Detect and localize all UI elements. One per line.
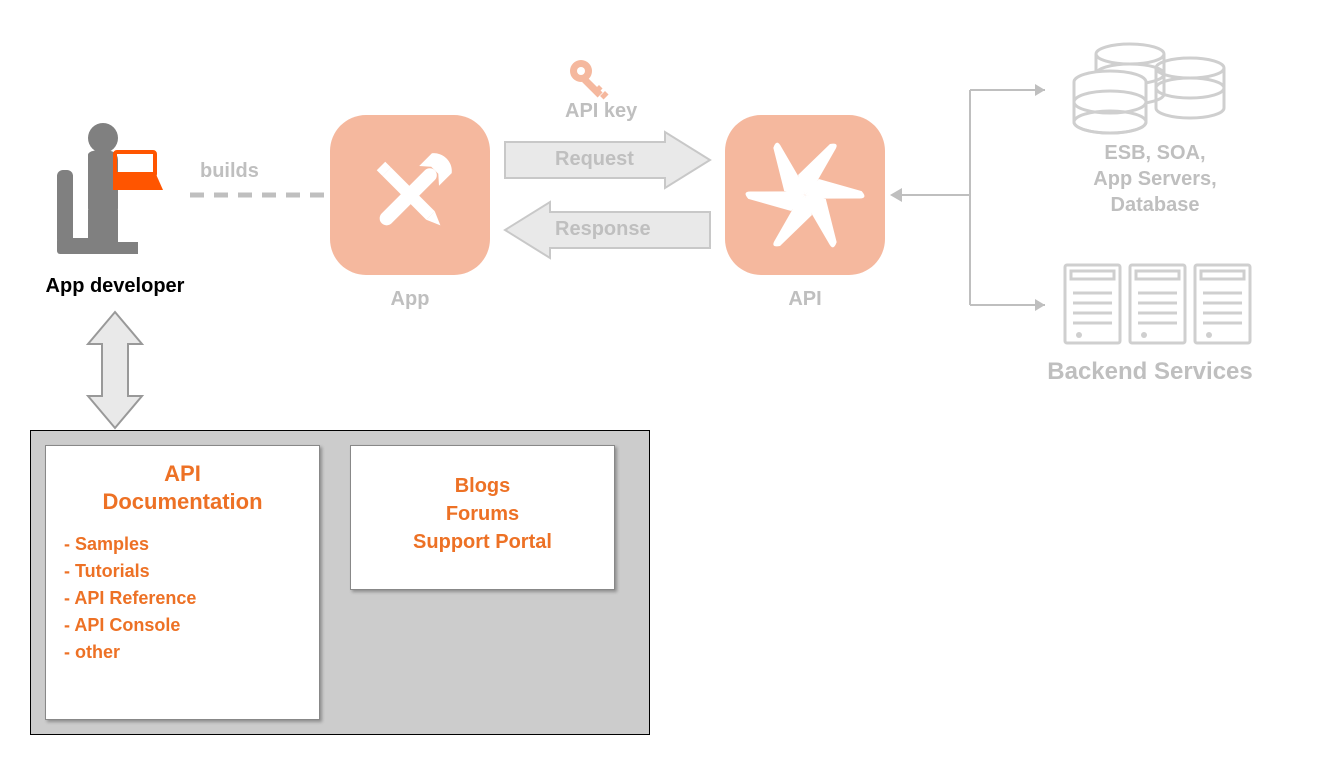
api-backend-connectors <box>890 75 1060 330</box>
doc-item: - API Reference <box>64 585 301 612</box>
api-key-label: API key <box>565 100 637 123</box>
doc-item: - Tutorials <box>64 558 301 585</box>
servers-icon <box>1060 260 1260 360</box>
support-line: Forums <box>446 503 519 525</box>
support-line: Blogs <box>455 475 511 497</box>
api-documentation-card: API Documentation - Samples - Tutorials … <box>45 445 320 720</box>
tools-icon <box>355 140 465 250</box>
api-tile <box>725 115 885 275</box>
app-label: App <box>330 288 490 311</box>
portal-container: API Documentation - Samples - Tutorials … <box>30 430 650 735</box>
backend-services-label: Backend Services <box>1020 358 1280 386</box>
builds-label: builds <box>200 160 259 183</box>
developer-label: App developer <box>30 275 200 298</box>
diagram-canvas: App developer builds App <box>0 0 1338 770</box>
backend-top-line1: ESB, SOA, <box>1104 142 1205 164</box>
doc-title-line2: Documentation <box>102 489 262 514</box>
request-label: Request <box>555 148 634 171</box>
api-label: API <box>725 288 885 311</box>
builds-dashed-line <box>190 185 330 210</box>
doc-title-line1: API <box>164 461 201 486</box>
connector-icon <box>740 130 870 260</box>
support-line: Support Portal <box>413 531 552 553</box>
databases-icon <box>1060 40 1250 145</box>
backend-top-line3: Database <box>1111 194 1200 216</box>
app-tile <box>330 115 490 275</box>
developer-figure <box>55 120 175 265</box>
response-label: Response <box>555 218 651 241</box>
backend-top-line2: App Servers, <box>1093 168 1216 190</box>
developer-portal-arrow <box>80 310 150 435</box>
doc-item: - other <box>64 639 301 666</box>
doc-item: - API Console <box>64 612 301 639</box>
doc-item: - Samples <box>64 531 301 558</box>
support-card: Blogs Forums Support Portal <box>350 445 615 590</box>
